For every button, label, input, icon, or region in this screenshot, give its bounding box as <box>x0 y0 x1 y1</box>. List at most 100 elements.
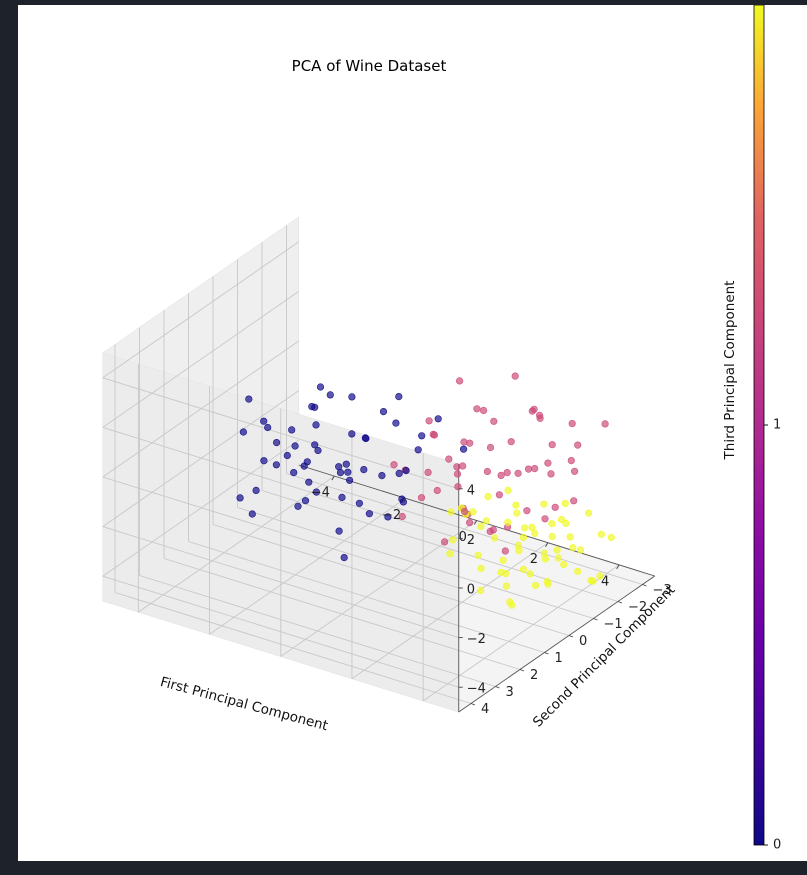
x-tick-mark <box>473 520 478 525</box>
scatter-point-class-2 <box>469 508 477 516</box>
y-tick-mark <box>470 703 476 706</box>
scatter-point-class-2 <box>561 499 569 508</box>
y-tick-mark <box>544 652 549 655</box>
scatter-point-class-0 <box>434 415 442 423</box>
y-tick-mark <box>519 669 525 672</box>
scatter-point-class-1 <box>483 467 492 476</box>
scatter-point-class-2 <box>528 523 536 532</box>
y-tick-label: −1 <box>604 617 623 632</box>
scatter-point-class-0 <box>300 462 308 470</box>
y-tick-label: 4 <box>481 702 489 717</box>
scatter-point-class-0 <box>301 497 310 505</box>
scatter-point-class-0 <box>348 393 356 401</box>
scatter-point-class-0 <box>362 434 370 443</box>
scatter-point-class-2 <box>597 530 605 538</box>
y-tick-label: −2 <box>628 600 647 615</box>
scatter-point-class-2 <box>557 515 566 524</box>
y-tick-label: 3 <box>506 685 514 700</box>
scatter-point-class-2 <box>449 536 457 544</box>
scatter-point-class-0 <box>378 472 386 480</box>
x-tick-mark <box>402 498 406 503</box>
scatter-point-class-1 <box>601 420 609 428</box>
scatter-point-class-0 <box>460 445 468 453</box>
scatter-point-class-0 <box>264 423 272 432</box>
scatter-point-class-1 <box>511 372 519 380</box>
scatter-point-class-0 <box>248 510 256 518</box>
z-tick-label: 4 <box>467 483 475 498</box>
scatter-point-class-2 <box>566 533 574 541</box>
y-tick-mark <box>593 618 598 621</box>
scatter-point-class-1 <box>430 431 439 439</box>
scatter-point-class-0 <box>398 495 406 503</box>
scatter-point-class-2 <box>540 500 548 508</box>
scatter-point-class-1 <box>417 494 426 502</box>
grid-line-z <box>102 340 300 478</box>
scatter-point-class-2 <box>560 560 568 569</box>
scatter-point-class-2 <box>526 570 534 578</box>
scatter-point-class-0 <box>346 476 354 484</box>
scatter-point-class-0 <box>365 510 374 518</box>
scatter-point-class-1 <box>568 420 576 428</box>
x-tick-label: −4 <box>311 486 330 501</box>
scatter-point-class-2 <box>484 493 492 501</box>
scatter-point-class-1 <box>456 377 464 385</box>
scatter-point-class-0 <box>252 486 260 495</box>
scatter-point-class-2 <box>512 501 520 509</box>
scatter-point-class-0 <box>312 488 321 496</box>
scatter-point-class-2 <box>553 546 561 554</box>
x-tick-mark <box>545 542 549 547</box>
scatter-point-class-0 <box>335 463 343 471</box>
y-tick-label: −3 <box>653 583 672 598</box>
z-axis-title: Third Principal Component <box>722 281 738 461</box>
scatter-point-class-0 <box>395 469 403 478</box>
scatter-point-class-0 <box>245 395 253 403</box>
scatter-point-class-1 <box>497 471 505 480</box>
scatter-point-class-1 <box>425 417 433 425</box>
scatter-point-class-2 <box>477 522 485 531</box>
scatter-point-class-1 <box>514 469 522 477</box>
grid-line-y <box>261 490 619 602</box>
scatter-points <box>236 372 615 609</box>
scatter-point-class-0 <box>340 553 348 562</box>
scatter-point-class-1 <box>503 469 511 477</box>
scatter-point-class-1 <box>574 441 582 449</box>
scatter-point-class-2 <box>531 581 540 590</box>
scatter-point-class-1 <box>453 463 461 471</box>
scatter-point-class-1 <box>486 527 494 536</box>
y-tick-label: 1 <box>555 651 563 666</box>
scatter-point-class-0 <box>355 499 364 507</box>
grid-line-y <box>212 524 570 636</box>
scatter-point-class-1 <box>541 515 549 523</box>
scatter-point-class-0 <box>414 446 422 454</box>
scatter-point-class-2 <box>447 508 455 516</box>
figure-canvas: −4 −2 0 2 4 −3 −2 −1 0 1 2 3 4 −4 −2 0 2 4 PCA of Wine Da… <box>18 5 807 861</box>
scatter-point-class-0 <box>402 467 410 475</box>
scatter-point-class-0 <box>342 460 350 468</box>
scatter-point-class-1 <box>531 465 539 473</box>
scatter-point-class-2 <box>521 524 529 532</box>
scatter-point-class-0 <box>260 457 268 465</box>
scatter-point-class-2 <box>499 556 507 564</box>
scatter-point-class-2 <box>543 577 551 586</box>
scatter-point-class-1 <box>490 417 498 425</box>
y-tick-mark <box>642 584 647 587</box>
scatter-point-class-2 <box>504 518 512 526</box>
scatter-point-class-1 <box>544 459 552 467</box>
scatter-point-class-1 <box>460 508 469 516</box>
grid-line-y <box>114 592 472 704</box>
colorbar-tick-label: 1 <box>773 418 781 433</box>
scatter-point-class-0 <box>384 513 392 521</box>
y-tick-mark <box>568 635 574 638</box>
scatter-point-class-1 <box>441 538 449 546</box>
z-tick-label: 2 <box>467 533 475 548</box>
scatter-point-class-0 <box>395 393 403 401</box>
x-axis-title: First Principal Component <box>158 674 329 734</box>
scatter-point-class-2 <box>584 509 593 517</box>
colorbar-gradient <box>753 5 765 846</box>
scatter-point-class-2 <box>576 546 585 554</box>
axes-panes <box>102 216 656 713</box>
scatter-point-class-1 <box>453 470 462 478</box>
scatter-point-class-2 <box>531 529 539 538</box>
